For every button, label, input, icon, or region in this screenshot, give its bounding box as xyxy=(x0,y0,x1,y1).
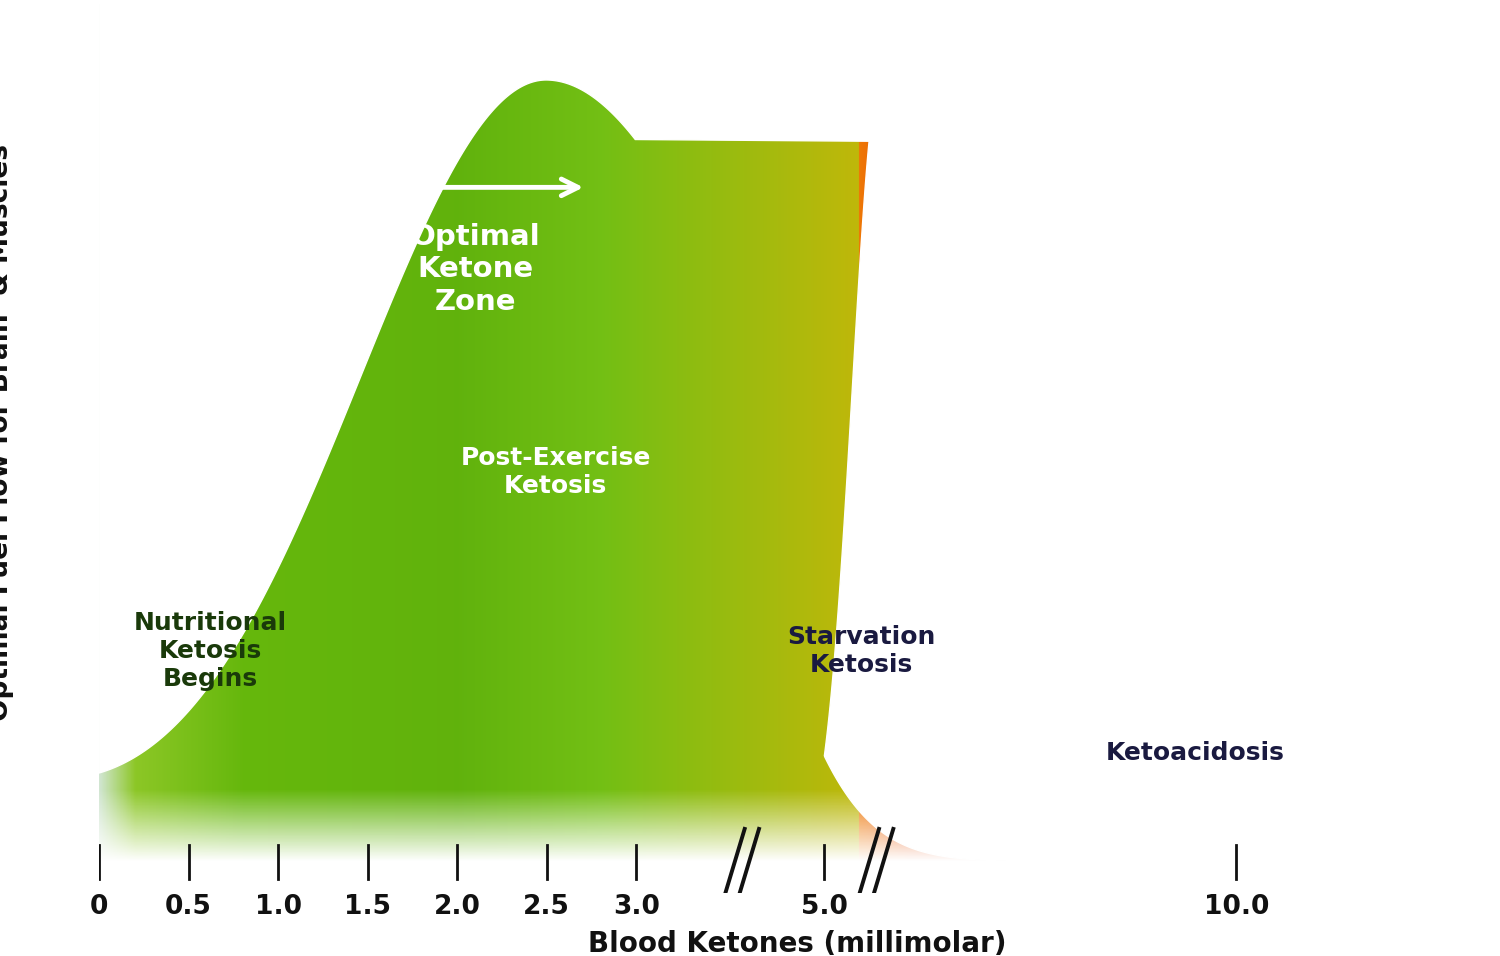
Text: 2.5: 2.5 xyxy=(524,895,570,921)
Text: 1.0: 1.0 xyxy=(255,895,302,921)
Text: 10.0: 10.0 xyxy=(1203,895,1269,921)
Polygon shape xyxy=(99,0,1500,861)
Text: 5.0: 5.0 xyxy=(801,895,847,921)
Text: 2.0: 2.0 xyxy=(433,895,480,921)
Text: 0.5: 0.5 xyxy=(165,895,211,921)
Text: Optimal Fuel Flow for Brain  & Muscles: Optimal Fuel Flow for Brain & Muscles xyxy=(0,144,13,722)
Text: Blood Ketones (millimolar): Blood Ketones (millimolar) xyxy=(588,930,1006,956)
Text: 1.5: 1.5 xyxy=(344,895,392,921)
Text: Post-Exercise
Ketosis: Post-Exercise Ketosis xyxy=(460,446,651,498)
Text: Nutritional
Ketosis
Begins: Nutritional Ketosis Begins xyxy=(134,612,286,691)
Text: Optimal
Ketone
Zone: Optimal Ketone Zone xyxy=(411,223,540,315)
Text: 0: 0 xyxy=(90,895,108,921)
Text: 3.0: 3.0 xyxy=(614,895,660,921)
Text: Starvation
Ketosis: Starvation Ketosis xyxy=(788,625,936,677)
Text: Ketoacidosis: Ketoacidosis xyxy=(1106,741,1284,765)
